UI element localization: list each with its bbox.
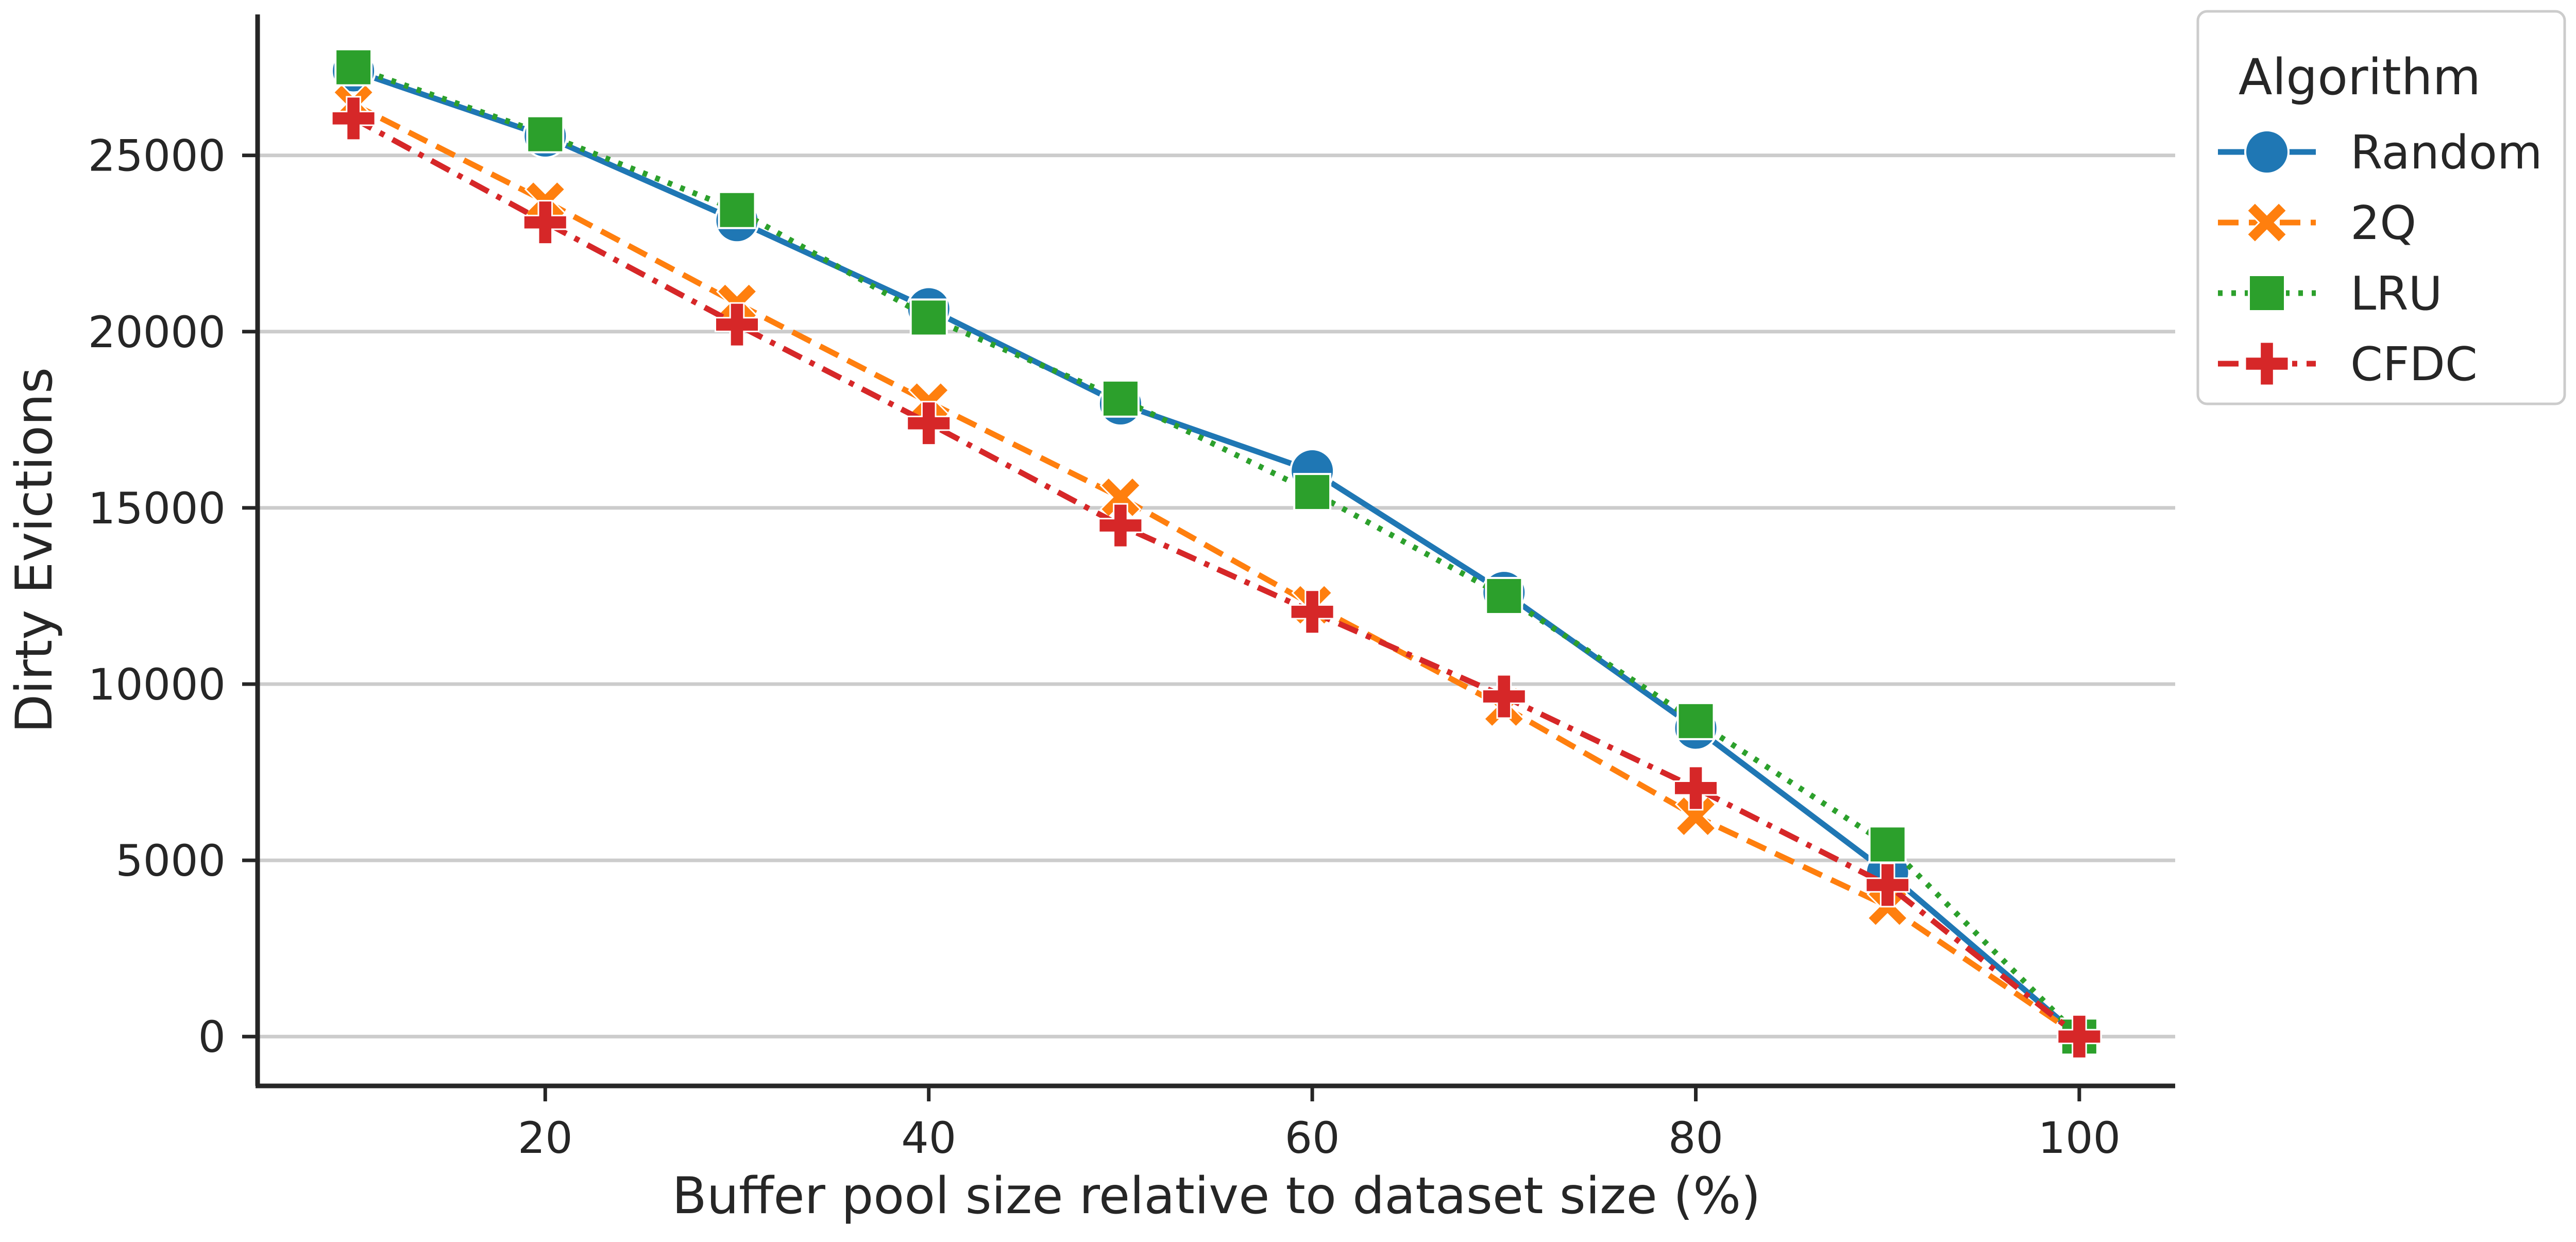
legend-label-lru: LRU bbox=[2350, 267, 2443, 321]
y-tick-label: 10000 bbox=[88, 659, 226, 710]
legend-item-2q: 2Q bbox=[2218, 196, 2416, 250]
data-point-cfdc bbox=[2057, 1014, 2102, 1059]
axes bbox=[255, 14, 2175, 1088]
legend-label-2q: 2Q bbox=[2350, 196, 2416, 250]
legend-marker-2q bbox=[2246, 201, 2288, 244]
y-tick-label: 25000 bbox=[88, 131, 226, 181]
legend-item-cfdc: CFDC bbox=[2218, 337, 2478, 392]
legend-marker-random bbox=[2244, 129, 2290, 175]
y-axis-label: Dirty Evictions bbox=[5, 367, 64, 733]
data-point-cfdc bbox=[1098, 503, 1143, 548]
data-point-lru bbox=[718, 191, 756, 229]
data-point-lru bbox=[526, 115, 565, 154]
data-point-cfdc bbox=[715, 302, 759, 347]
legend-marker-lru bbox=[2248, 274, 2286, 312]
data-point-lru bbox=[1868, 825, 1907, 864]
series-2q bbox=[332, 83, 2100, 1058]
series-line-random bbox=[352, 68, 2081, 1039]
data-point-lru bbox=[1293, 473, 1332, 512]
data-point-cfdc bbox=[331, 96, 376, 141]
data-point-cfdc bbox=[1865, 862, 1910, 908]
x-axis-label: Buffer pool size relative to dataset siz… bbox=[672, 1167, 1760, 1226]
data-point-cfdc bbox=[906, 401, 952, 446]
x-tick-label: 40 bbox=[901, 1113, 956, 1163]
data-point-2q bbox=[1099, 476, 1142, 518]
data-point-lru bbox=[1676, 702, 1715, 740]
legend-label-cfdc: CFDC bbox=[2350, 337, 2478, 392]
series bbox=[331, 48, 2102, 1060]
data-point-lru bbox=[909, 298, 948, 337]
legend-entries: Random 2Q LRU CFDC bbox=[2218, 126, 2543, 392]
legend-title: Algorithm bbox=[2239, 48, 2481, 106]
ticks: 0 5000 10000 15000 20000 25000 20 40 60 80 100 bbox=[88, 131, 2121, 1163]
legend-marker-cfdc bbox=[2244, 341, 2290, 386]
gridlines bbox=[258, 154, 2175, 1039]
data-point-cfdc bbox=[1290, 589, 1335, 635]
y-tick-label: 5000 bbox=[115, 836, 226, 886]
series-line-lru bbox=[352, 64, 2081, 1039]
data-point-lru bbox=[1485, 576, 1523, 615]
data-point-cfdc bbox=[1673, 765, 1718, 811]
data-point-lru bbox=[334, 48, 373, 87]
x-tick-label: 80 bbox=[1668, 1113, 1723, 1163]
data-point-cfdc bbox=[522, 200, 568, 245]
data-point-cfdc bbox=[1481, 674, 1527, 719]
legend: Algorithm Random 2Q LRU CFDC bbox=[2196, 10, 2566, 405]
y-tick-label: 20000 bbox=[88, 307, 226, 358]
series-line-2q bbox=[352, 101, 2081, 1039]
x-tick-label: 20 bbox=[518, 1113, 573, 1163]
series-cfdc bbox=[331, 96, 2102, 1059]
x-tick-label: 60 bbox=[1285, 1113, 1340, 1163]
series-line-cfdc bbox=[352, 116, 2081, 1039]
y-tick-label: 15000 bbox=[88, 483, 226, 534]
x-tick-label: 100 bbox=[2038, 1113, 2121, 1163]
legend-label-random: Random bbox=[2350, 126, 2543, 180]
y-tick-label: 0 bbox=[198, 1012, 226, 1062]
legend-frame bbox=[2196, 10, 2566, 405]
legend-item-random: Random bbox=[2218, 126, 2543, 180]
legend-item-lru: LRU bbox=[2218, 267, 2443, 321]
data-point-lru bbox=[1101, 379, 1140, 418]
